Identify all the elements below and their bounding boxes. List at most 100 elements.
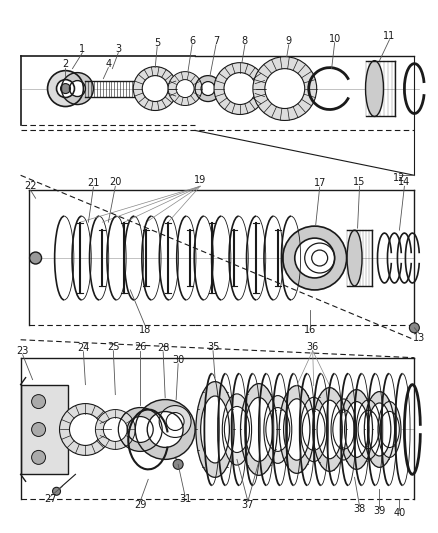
Text: 14: 14 xyxy=(398,177,410,187)
Ellipse shape xyxy=(118,408,162,451)
Ellipse shape xyxy=(366,61,384,117)
Ellipse shape xyxy=(166,413,184,431)
Text: 39: 39 xyxy=(373,506,385,516)
Text: 25: 25 xyxy=(107,342,120,352)
Text: 3: 3 xyxy=(115,44,121,54)
Ellipse shape xyxy=(240,384,277,475)
Ellipse shape xyxy=(341,390,372,470)
Ellipse shape xyxy=(302,409,325,450)
Text: 12: 12 xyxy=(393,173,406,183)
Ellipse shape xyxy=(60,403,111,455)
Text: 40: 40 xyxy=(393,508,406,518)
Ellipse shape xyxy=(265,69,305,109)
Ellipse shape xyxy=(410,323,419,333)
Ellipse shape xyxy=(283,399,310,460)
Ellipse shape xyxy=(133,67,177,110)
Ellipse shape xyxy=(253,56,317,120)
Text: 2: 2 xyxy=(62,59,69,69)
Ellipse shape xyxy=(305,243,335,273)
Text: 38: 38 xyxy=(353,504,366,514)
Text: 9: 9 xyxy=(286,36,292,46)
Ellipse shape xyxy=(223,394,251,465)
Ellipse shape xyxy=(295,238,335,278)
Ellipse shape xyxy=(48,71,83,107)
Ellipse shape xyxy=(135,400,195,459)
Text: 19: 19 xyxy=(194,175,206,185)
Text: 1: 1 xyxy=(79,44,85,54)
Ellipse shape xyxy=(70,414,101,446)
Text: 18: 18 xyxy=(139,325,152,335)
Ellipse shape xyxy=(300,397,327,462)
Text: 36: 36 xyxy=(307,342,319,352)
Text: 6: 6 xyxy=(189,36,195,46)
Text: 35: 35 xyxy=(207,342,219,352)
Ellipse shape xyxy=(264,395,292,463)
Ellipse shape xyxy=(30,252,42,264)
Ellipse shape xyxy=(245,398,272,462)
Ellipse shape xyxy=(279,385,314,473)
Ellipse shape xyxy=(196,382,234,478)
Ellipse shape xyxy=(358,410,379,449)
Ellipse shape xyxy=(32,394,46,409)
Ellipse shape xyxy=(214,63,266,115)
Ellipse shape xyxy=(70,80,85,96)
Ellipse shape xyxy=(380,411,399,448)
Ellipse shape xyxy=(317,400,342,459)
Ellipse shape xyxy=(103,417,127,441)
Text: 29: 29 xyxy=(134,500,146,510)
Ellipse shape xyxy=(159,406,191,438)
Ellipse shape xyxy=(60,84,71,94)
Text: 37: 37 xyxy=(242,500,254,510)
Ellipse shape xyxy=(127,416,153,442)
Text: 17: 17 xyxy=(314,178,326,188)
Text: 20: 20 xyxy=(109,177,121,187)
Ellipse shape xyxy=(312,250,328,266)
Text: 27: 27 xyxy=(44,494,57,504)
Ellipse shape xyxy=(378,401,401,457)
Ellipse shape xyxy=(347,230,362,286)
Ellipse shape xyxy=(57,79,74,98)
Ellipse shape xyxy=(53,487,60,495)
Text: 13: 13 xyxy=(413,333,425,343)
Ellipse shape xyxy=(283,226,346,290)
Text: 24: 24 xyxy=(77,343,90,353)
Ellipse shape xyxy=(313,387,346,471)
Ellipse shape xyxy=(331,399,356,460)
Text: 22: 22 xyxy=(25,181,37,191)
Ellipse shape xyxy=(201,396,230,463)
Ellipse shape xyxy=(95,409,135,449)
Text: 11: 11 xyxy=(383,31,396,41)
Ellipse shape xyxy=(201,82,215,95)
Ellipse shape xyxy=(266,408,290,451)
Ellipse shape xyxy=(173,459,183,470)
Ellipse shape xyxy=(364,392,395,467)
Ellipse shape xyxy=(147,411,183,447)
Ellipse shape xyxy=(195,76,221,101)
Text: 30: 30 xyxy=(172,354,184,365)
Text: 31: 31 xyxy=(179,494,191,504)
Text: 15: 15 xyxy=(353,177,366,187)
Ellipse shape xyxy=(176,79,194,98)
Ellipse shape xyxy=(368,403,391,456)
Ellipse shape xyxy=(142,76,168,101)
FancyBboxPatch shape xyxy=(21,385,68,474)
Ellipse shape xyxy=(224,407,250,453)
Ellipse shape xyxy=(61,72,93,104)
Ellipse shape xyxy=(224,72,256,104)
Text: 8: 8 xyxy=(242,36,248,46)
Text: 28: 28 xyxy=(157,343,170,353)
Ellipse shape xyxy=(345,401,368,457)
Text: 21: 21 xyxy=(87,178,99,188)
Text: 16: 16 xyxy=(304,325,316,335)
Text: 10: 10 xyxy=(328,34,341,44)
Text: 7: 7 xyxy=(213,36,219,46)
Text: 26: 26 xyxy=(134,342,146,352)
Ellipse shape xyxy=(357,400,381,459)
Ellipse shape xyxy=(168,71,202,106)
Ellipse shape xyxy=(333,410,354,449)
Text: 4: 4 xyxy=(105,59,111,69)
Ellipse shape xyxy=(32,450,46,464)
Ellipse shape xyxy=(32,423,46,437)
Text: 23: 23 xyxy=(17,346,29,356)
Text: 5: 5 xyxy=(154,38,160,48)
